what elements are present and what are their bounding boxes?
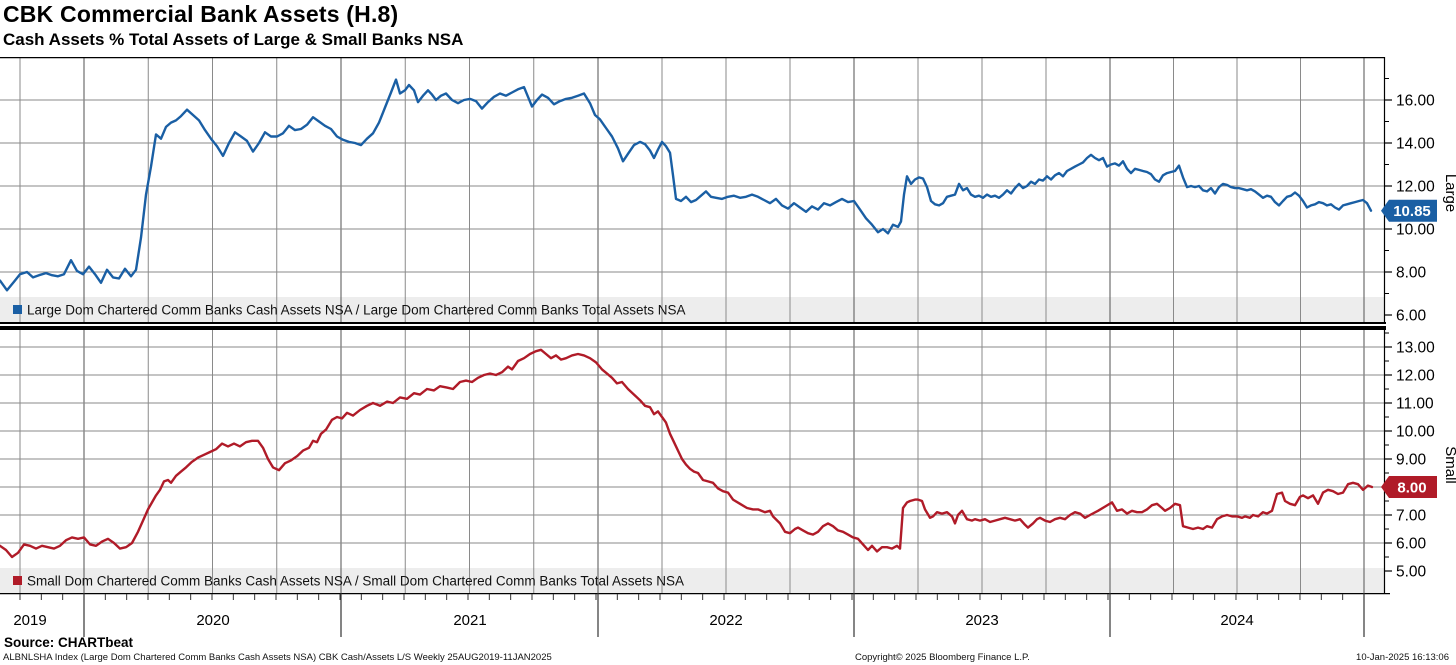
y-axis-tick-label: 6.00: [1396, 308, 1427, 323]
y-axis-tick-label: 12.00: [1396, 179, 1435, 196]
y-axis-tick-label: 16.00: [1396, 93, 1435, 110]
legend-swatch-large: [13, 305, 22, 314]
fineprint-row: ALBNLSHA Index (Large Dom Chartered Comm…: [0, 652, 1456, 665]
ticker-description: ALBNLSHA Index (Large Dom Chartered Comm…: [3, 652, 552, 663]
series-line-large[interactable]: [0, 78, 1373, 292]
y-axis-tick-label: 6.00: [1396, 536, 1427, 553]
year-label: 2023: [965, 612, 998, 629]
legend-swatch-small: [13, 576, 22, 585]
y-axis-tick-label: 10.00: [1396, 222, 1435, 239]
y-axis-tick-label: 11.00: [1396, 396, 1434, 413]
year-label: 2019: [13, 612, 46, 629]
last-value-text: 8.00: [1397, 480, 1426, 497]
legend-label-small[interactable]: Small Dom Chartered Comm Banks Cash Asse…: [27, 574, 684, 589]
last-value-badge-large[interactable]: [1381, 199, 1437, 222]
x-axis: 2019 2020 2021 2022 2023 2024: [0, 593, 1390, 637]
legend-strip: [0, 297, 1384, 322]
y-axis-tick-label: 14.00: [1396, 136, 1435, 153]
y-axis-tick-label: 7.00: [1396, 508, 1427, 525]
legend-strip: [0, 568, 1384, 593]
year-label: 2024: [1220, 612, 1253, 629]
y-axis-tick-label: 9.00: [1396, 452, 1427, 469]
timestamp: 10-Jan-2025 16:13:06: [1356, 652, 1449, 663]
y-axis-tick-label: 13.00: [1396, 340, 1435, 357]
y-axis-title: Small: [1442, 446, 1456, 484]
chart-subtitle: Cash Assets % Total Assets of Large & Sm…: [3, 30, 464, 49]
y-axis-tick-label: 5.00: [1396, 564, 1427, 581]
copyright-text: Copyright© 2025 Bloomberg Finance L.P.: [855, 652, 1030, 663]
y-axis-tick-label: 8.00: [1396, 265, 1427, 282]
chart-title: CBK Commercial Bank Assets (H.8): [3, 1, 399, 27]
year-label: 2021: [453, 612, 486, 629]
y-axis-tick-label: 10.00: [1396, 424, 1435, 441]
year-label: 2020: [196, 612, 229, 629]
source-label: Source: CHARTbeat: [4, 635, 134, 650]
last-value-badge-small[interactable]: [1381, 476, 1437, 498]
legend-label-large[interactable]: Large Dom Chartered Comm Banks Cash Asse…: [27, 303, 686, 318]
panel-divider: [0, 322, 1386, 330]
y-axis-tick-label: 12.00: [1396, 368, 1435, 385]
year-label: 2022: [709, 612, 742, 629]
panel-small-plot: 13.00 12.00 11.00 10.00 9.00 8.00 7.00 6.00 5.00…: [0, 330, 1456, 593]
y-axis-title: Large: [1442, 174, 1456, 212]
last-value-text: 10.85: [1393, 203, 1431, 220]
panel-large-plot: 16.00 14.00 12.00 10.00 8.00 6.00 Large 10.85 La…: [0, 57, 1456, 322]
series-line-small[interactable]: [0, 348, 1374, 559]
